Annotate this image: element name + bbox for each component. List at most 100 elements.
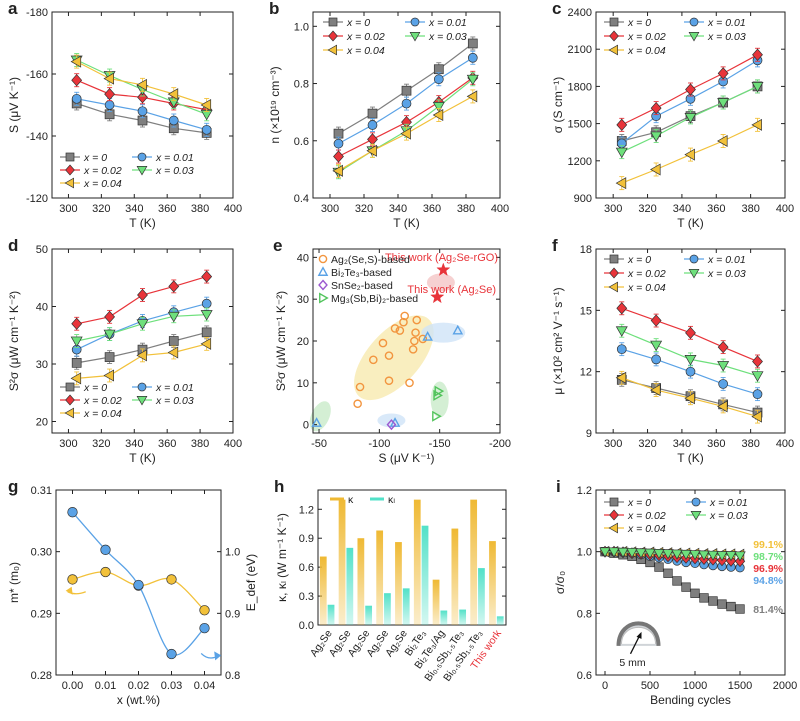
inset-label: 5 mm [619, 657, 646, 669]
legend-label: SnSe₂-based [331, 280, 393, 292]
series-Ag₂(Se,S)-based [353, 311, 428, 409]
y-tick-label: 1500 [568, 119, 592, 131]
data-point [137, 91, 148, 104]
legend-marker [136, 166, 148, 176]
x-axis-label: S (μV K⁻¹) [379, 451, 435, 465]
legend-label: Bi₂Te₃-based [331, 267, 392, 279]
y2-axis-label: E_def (eV) [244, 554, 258, 611]
y2-tick-label: 1.0 [225, 547, 240, 559]
panel-a: a 300 320 340 360 380 400 -120 -140 -160 -180 T (K)… [7, 0, 242, 230]
y-tick-label: 0 [303, 420, 309, 432]
data-point [311, 417, 322, 427]
bar-kappa [470, 499, 478, 625]
bar-kappa [338, 499, 346, 625]
legend-label: x = 0.03 [707, 268, 746, 280]
data-point [672, 576, 682, 586]
series-E_def [67, 507, 210, 660]
data-point [650, 384, 661, 397]
data-point [333, 138, 344, 149]
legend-marker [319, 292, 329, 304]
y-tick-label: 12 [580, 367, 592, 379]
legend-label: x = 0.02 [627, 510, 666, 522]
y-tick-label: 10 [297, 378, 309, 390]
y-tick-label: 30 [297, 294, 309, 306]
bar-kappa [489, 541, 496, 625]
arrow-head [214, 651, 222, 661]
y-tick-label: 1.2 [299, 504, 314, 516]
data-point [200, 337, 212, 350]
x-tick-label: 400 [224, 438, 242, 450]
legend-label: x = 0.02 [627, 31, 666, 43]
bar-kappa-l [440, 610, 448, 625]
legend-marker [328, 17, 338, 27]
legend-marker [609, 509, 619, 521]
data-point [452, 324, 464, 335]
series-x = 0.03 [615, 323, 764, 383]
data-point [650, 340, 663, 352]
panel-label: i [556, 477, 561, 496]
legend-marker [410, 17, 420, 27]
data-point [201, 327, 212, 338]
legend-label: x = 0.01 [707, 17, 746, 29]
data-point [752, 355, 763, 368]
y-tick-label: 20 [297, 336, 309, 348]
data-point [751, 81, 764, 93]
x-tick-label: 0.00 [62, 680, 83, 692]
panel-d: d 300 320 340 360 380 400 20 30 40 50 T (K) S²σ (μW … [7, 236, 242, 465]
x-tick-label: 300 [321, 203, 339, 215]
y-tick-label: 18 [580, 244, 592, 256]
series-x = 0.01 [333, 50, 478, 151]
y-tick-label: 1.2 [577, 485, 592, 497]
panel-label: a [8, 0, 18, 18]
x-tick-label: 320 [92, 438, 110, 450]
legend-label: x = 0.04 [627, 45, 666, 57]
legend-label: x = 0 [83, 152, 107, 164]
data-point [436, 262, 451, 276]
panel-label: c [552, 0, 561, 18]
legend-marker [609, 497, 619, 507]
end-label-0: 81.4% [753, 604, 783, 616]
end-label-4: 99.1% [753, 539, 783, 551]
y-tick-label: 2100 [568, 44, 592, 56]
plot-frame [51, 11, 234, 199]
data-point [680, 549, 692, 560]
y-tick-label: -140 [26, 131, 48, 143]
y-tick-label: 0.31 [31, 485, 52, 497]
data-point [626, 548, 638, 559]
x-tick-label: -100 [368, 438, 390, 450]
bar-kappa [432, 579, 440, 625]
legend-marker [65, 152, 75, 162]
data-point [67, 574, 78, 585]
x-tick-label: 360 [707, 438, 725, 450]
data-point [412, 315, 422, 325]
data-point [708, 596, 718, 606]
data-point [699, 593, 709, 603]
data-point [663, 568, 673, 578]
legend-label: x = 0.03 [707, 31, 746, 43]
data-point [137, 288, 148, 302]
data-point [201, 270, 213, 283]
x-tick-label: 320 [92, 203, 110, 215]
y-axis-label: S²σ (μW cm⁻¹ K⁻²) [274, 291, 288, 391]
series-SnSe₂-based [386, 419, 397, 431]
panel-label: g [8, 477, 18, 496]
data-point [751, 371, 764, 382]
series-x = 0.02 [71, 269, 213, 331]
legend-label: x = 0.01 [428, 17, 467, 29]
series-x = 0.03 [599, 547, 746, 562]
data-point [684, 392, 695, 405]
data-point [355, 382, 365, 392]
y-axis-label: κ, κₗ (W m⁻¹ K⁻¹) [275, 513, 289, 602]
y-axis-label: n (×10¹⁹ cm⁻³) [268, 66, 282, 143]
data-point [70, 336, 83, 348]
x-tick-label: 400 [776, 438, 794, 450]
legend-label: x = 0.03 [155, 395, 194, 407]
bar-kappa [376, 530, 384, 625]
data-point [400, 127, 411, 140]
bar-kappa-l [421, 525, 429, 625]
panel-label: f [552, 236, 558, 255]
panel-label: h [274, 477, 284, 496]
data-point [395, 326, 405, 335]
x-tick-label: 360 [707, 203, 725, 215]
data-point [369, 355, 378, 365]
